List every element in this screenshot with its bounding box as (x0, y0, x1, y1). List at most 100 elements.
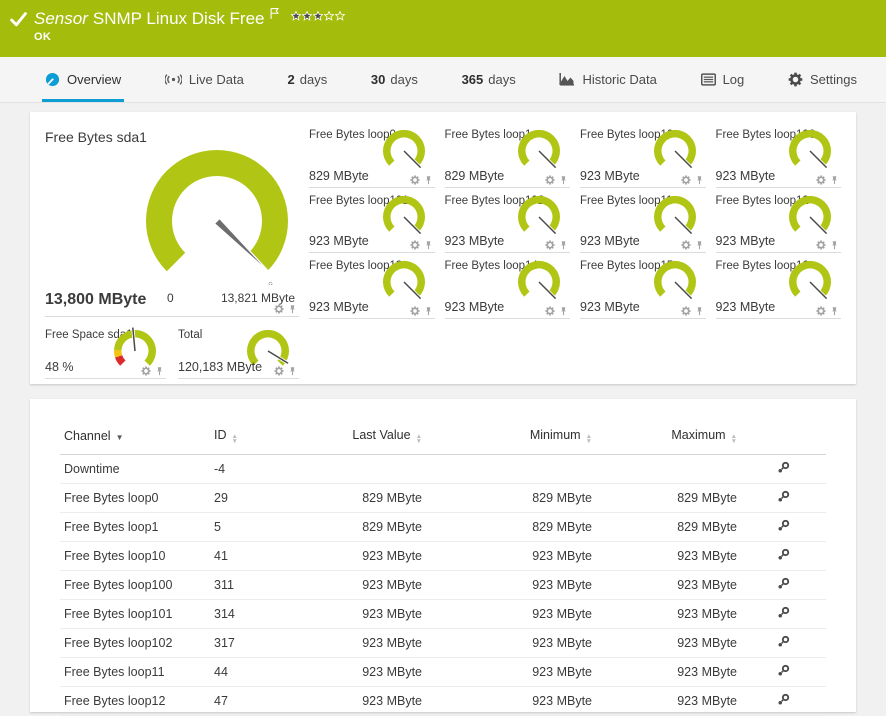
pin-icon[interactable] (695, 240, 704, 250)
tab-2-days[interactable]: 2 days (285, 57, 331, 102)
pin-icon[interactable] (559, 175, 568, 185)
tab-historic-data[interactable]: Historic Data (556, 57, 659, 102)
column-header-maximum[interactable]: Maximum ▲ ▼ (596, 426, 741, 455)
gauge-cell-total[interactable]: Total 120,183 MByte (178, 322, 299, 379)
gauge-cell-free-bytes-sda1[interactable]: Free Bytes sda1 x̄ 13,800 MByte 0 13,821… (45, 122, 299, 317)
pin-icon[interactable] (288, 304, 297, 314)
pin-icon[interactable] (830, 240, 839, 250)
gear-icon[interactable] (680, 240, 691, 250)
column-header-last-value[interactable]: Last Value ▲ ▼ (298, 426, 426, 455)
gauge-value: 120,183 MByte (178, 360, 263, 374)
table-row-downtime[interactable]: Downtime -4 (60, 454, 826, 484)
broadcast-icon (164, 73, 182, 86)
gauge-cell-free-bytes-loop12[interactable]: Free Bytes loop12 923 MByte (715, 188, 841, 253)
gauge-cell-free-bytes-loop1[interactable]: Free Bytes loop1 829 MByte (444, 122, 570, 188)
star-empty-icon[interactable] (334, 7, 345, 27)
pin-icon[interactable] (155, 366, 164, 376)
gauge-cell-free-bytes-loop13[interactable]: Free Bytes loop13 923 MByte (309, 253, 435, 319)
gear-icon[interactable] (545, 174, 555, 185)
table-row-free-bytes-loop102[interactable]: Free Bytes loop102 317 923 MByte 923 MByte 9… (60, 628, 826, 658)
table-row-free-bytes-loop10[interactable]: Free Bytes loop10 41 923 MByte 923 MByte 923… (60, 541, 826, 571)
column-header-channel[interactable]: Channel ▼ (60, 426, 210, 455)
sort-toggle-icon[interactable]: ▲ ▼ (231, 433, 238, 445)
star-filled-icon[interactable] (301, 7, 312, 27)
tab-label: days (299, 71, 328, 87)
table-row-free-bytes-loop1[interactable]: Free Bytes loop1 5 829 MByte 829 MByte 829 M… (60, 512, 826, 542)
tab-live-data[interactable]: Live Data (162, 57, 247, 102)
channel-settings-wrench-icon[interactable] (777, 490, 790, 506)
gauge-cell-free-bytes-loop100[interactable]: Free Bytes loop100 923 MByte (715, 122, 841, 188)
gear-icon[interactable] (816, 174, 826, 185)
gauge-cell-free-bytes-loop14[interactable]: Free Bytes loop14 923 MByte (444, 253, 570, 319)
sort-toggle-icon[interactable]: ▲ ▼ (415, 433, 422, 445)
gear-icon[interactable] (409, 305, 420, 316)
pin-icon[interactable] (424, 175, 433, 185)
gear-icon[interactable] (274, 366, 284, 376)
cell-maximum: 923 MByte (596, 657, 741, 687)
gear-icon[interactable] (409, 174, 420, 185)
table-row-free-bytes-loop100[interactable]: Free Bytes loop100 311 923 MByte 923 MByte 9… (60, 570, 826, 600)
tab-overview[interactable]: Overview (42, 57, 125, 102)
gear-icon[interactable] (816, 305, 826, 316)
gauge-cell-free-bytes-loop11[interactable]: Free Bytes loop11 923 MByte (580, 188, 706, 253)
flag-icon[interactable] (270, 6, 279, 26)
pin-icon[interactable] (830, 175, 839, 185)
tab-settings[interactable]: Settings (785, 57, 860, 102)
gauge-cell-free-bytes-loop10[interactable]: Free Bytes loop10 923 MByte (580, 122, 706, 188)
sort-toggle-icon[interactable]: ▲ ▼ (585, 433, 592, 445)
star-filled-icon[interactable] (312, 7, 323, 27)
gauge-cell-free-bytes-loop101[interactable]: Free Bytes loop101 923 MByte (309, 188, 435, 253)
pin-icon[interactable] (695, 175, 704, 185)
channel-settings-wrench-icon[interactable] (777, 635, 790, 651)
table-row-free-bytes-loop0[interactable]: Free Bytes loop0 29 829 MByte 829 MByte 829 … (60, 483, 826, 513)
cell-minimum: 923 MByte (426, 686, 596, 716)
table-row-free-bytes-loop12[interactable]: Free Bytes loop12 47 923 MByte 923 MByte 923… (60, 686, 826, 716)
star-filled-icon[interactable] (290, 7, 301, 27)
table-row-free-bytes-loop101[interactable]: Free Bytes loop101 314 923 MByte 923 MByte 9… (60, 599, 826, 629)
pin-icon[interactable] (559, 240, 568, 250)
pin-icon[interactable] (288, 366, 297, 376)
tab-30-days[interactable]: 30 days (368, 57, 421, 102)
cell-maximum: 829 MByte (596, 512, 741, 542)
channel-settings-wrench-icon[interactable] (777, 519, 790, 535)
channel-settings-wrench-icon[interactable] (777, 606, 790, 622)
channel-settings-wrench-icon[interactable] (777, 461, 790, 477)
gear-icon[interactable] (274, 304, 284, 314)
cell-minimum: 923 MByte (426, 657, 596, 687)
cell-id: -4 (210, 454, 298, 484)
sort-toggle-icon[interactable]: ▲ ▼ (730, 433, 737, 445)
gear-icon[interactable] (545, 240, 555, 250)
gear-icon[interactable] (680, 174, 691, 185)
pin-icon[interactable] (695, 306, 704, 316)
channel-settings-wrench-icon[interactable] (777, 693, 790, 709)
gauge-cell-free-bytes-loop16[interactable]: Free Bytes loop16 923 MByte (715, 253, 841, 319)
channel-settings-wrench-icon[interactable] (777, 664, 790, 680)
table-row-free-bytes-loop11[interactable]: Free Bytes loop11 44 923 MByte 923 MByte 923… (60, 657, 826, 687)
sort-desc-icon[interactable]: ▼ (115, 433, 124, 443)
pin-icon[interactable] (424, 306, 433, 316)
gauge-dial (512, 193, 566, 246)
tab-log[interactable]: Log (698, 57, 748, 102)
pin-icon[interactable] (830, 306, 839, 316)
pin-icon[interactable] (559, 306, 568, 316)
channel-settings-wrench-icon[interactable] (777, 548, 790, 564)
priority-stars[interactable] (290, 7, 345, 27)
gauge-cell-free-bytes-loop0[interactable]: Free Bytes loop0 829 MByte (309, 122, 435, 188)
gear-icon[interactable] (141, 366, 151, 376)
pin-icon[interactable] (424, 240, 433, 250)
gear-icon[interactable] (816, 240, 826, 250)
gauge-cell-free-bytes-loop15[interactable]: Free Bytes loop15 923 MByte (580, 253, 706, 319)
gear-icon[interactable] (545, 305, 555, 316)
gear-icon[interactable] (680, 305, 691, 316)
column-header-minimum[interactable]: Minimum ▲ ▼ (426, 426, 596, 455)
column-header-id[interactable]: ID ▲ ▼ (210, 426, 298, 455)
gear-icon[interactable] (409, 240, 420, 250)
gauge-cell-free-bytes-loop102[interactable]: Free Bytes loop102 923 MByte (444, 188, 570, 253)
tab-365-days[interactable]: 365 days (459, 57, 519, 102)
star-empty-icon[interactable] (323, 7, 334, 27)
cell-last-value: 923 MByte (298, 657, 426, 687)
channel-settings-wrench-icon[interactable] (777, 577, 790, 593)
gauge-title: Free Bytes loop16 (715, 260, 809, 272)
gauge-actions (274, 304, 297, 314)
gauge-cell-free-space-sda1[interactable]: Free Space sda1 48 % (45, 322, 166, 379)
